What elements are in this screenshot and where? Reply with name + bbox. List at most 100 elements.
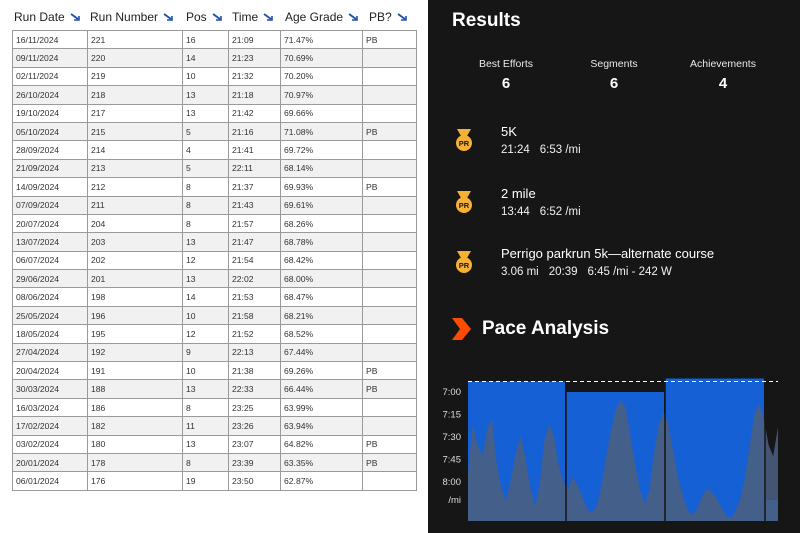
cell-run-date: 13/07/2024 (12, 232, 88, 252)
table-row[interactable]: 27/04/2024 192 9 22:13 67.44% (12, 342, 417, 363)
table-row[interactable]: 16/03/2024 186 8 23:25 63.99% (12, 397, 417, 418)
cell-run-number: 204 (87, 213, 183, 234)
stat-achievements[interactable]: Achievements 4 (678, 58, 768, 92)
cell-age-grade: 68.14% (280, 158, 363, 179)
cell-position: 13 (182, 85, 229, 105)
y-tick-label: 7:15 (443, 410, 462, 421)
cell-position: 9 (182, 342, 229, 363)
table-row[interactable]: 07/09/2024 211 8 21:43 69.61% (12, 195, 417, 215)
cell-time: 21:47 (228, 232, 281, 252)
table-row[interactable]: 09/11/2024 220 14 21:23 70.69% (12, 48, 417, 68)
cell-position: 8 (182, 213, 229, 234)
stat-best-efforts[interactable]: Best Efforts 6 (461, 58, 551, 92)
table-row[interactable]: 03/02/2024 180 13 23:07 64.82% PB (12, 434, 417, 454)
table-row[interactable]: 20/01/2024 178 8 23:39 63.35% PB (12, 452, 417, 473)
y-unit-label: /mi (448, 495, 461, 506)
table-row[interactable]: 20/04/2024 191 10 21:38 69.26% PB (12, 361, 417, 381)
cell-pb-flag: PB (362, 361, 417, 381)
header-run-number[interactable]: Run Number (90, 10, 174, 24)
pace-analysis-chart[interactable]: 7:00 7:15 7:30 7:45 8:00/mi (428, 366, 800, 533)
cell-time: 22:33 (228, 379, 281, 399)
table-row[interactable]: 30/03/2024 188 13 22:33 66.44% PB (12, 379, 417, 399)
table-row[interactable]: 13/07/2024 203 13 21:47 68.78% (12, 232, 417, 252)
cell-run-date: 06/07/2024 (12, 250, 88, 271)
cell-position: 14 (182, 48, 229, 68)
cell-position: 13 (182, 269, 229, 289)
header-time[interactable]: Time (232, 10, 274, 24)
cell-run-date: 16/11/2024 (12, 29, 88, 50)
effort-time: 20:39 (548, 266, 578, 278)
cell-run-date: 14/09/2024 (12, 177, 88, 197)
cell-age-grade: 68.52% (280, 324, 363, 344)
stat-segments[interactable]: Segments 6 (569, 58, 659, 92)
table-row[interactable]: 21/09/2024 213 5 22:11 68.14% (12, 158, 417, 179)
effort-pace: 6:53 /mi (539, 144, 581, 156)
table-row[interactable]: 05/10/2024 215 5 21:16 71.08% PB (12, 121, 417, 142)
cell-run-date: 20/04/2024 (12, 361, 88, 381)
cell-run-number: 203 (87, 232, 183, 252)
cell-time: 21:52 (228, 324, 281, 344)
table-row[interactable]: 25/05/2024 196 10 21:58 68.21% (12, 305, 417, 326)
runs-table-body: 16/11/2024 221 16 21:09 71.47% PB 09/11/2024 22… (12, 29, 417, 491)
header-pb[interactable]: PB? (369, 10, 408, 24)
table-row[interactable]: 06/07/2024 202 12 21:54 68.42% (12, 250, 417, 271)
cell-age-grade: 63.99% (280, 397, 363, 418)
cell-pb-flag (362, 416, 417, 436)
cell-time: 21:58 (228, 305, 281, 326)
y-tick-label: 7:30 (443, 432, 462, 443)
table-row[interactable]: 28/09/2024 214 4 21:41 69.72% (12, 140, 417, 160)
cell-run-number: 192 (87, 342, 183, 363)
stat-label: Segments (590, 58, 638, 70)
table-row[interactable]: 20/07/2024 204 8 21:57 68.26% (12, 213, 417, 234)
table-row[interactable]: 19/10/2024 217 13 21:42 69.66% (12, 103, 417, 123)
cell-position: 8 (182, 397, 229, 418)
cell-run-number: 201 (87, 269, 183, 289)
cell-run-date: 03/02/2024 (12, 434, 88, 454)
header-age-grade[interactable]: Age Grade (285, 10, 359, 24)
effort-details: 3.06 mi 20:39 6:45 /mi - 242 W (501, 266, 682, 278)
header-run-date[interactable]: Run Date (14, 10, 81, 24)
cell-time: 21:38 (228, 361, 281, 381)
table-row[interactable]: 26/10/2024 218 13 21:18 70.97% (12, 85, 417, 105)
header-pos[interactable]: Pos (186, 10, 223, 24)
table-row[interactable]: 06/01/2024 176 19 23:50 62.87% (12, 471, 417, 491)
table-row[interactable]: 16/11/2024 221 16 21:09 71.47% PB (12, 29, 417, 50)
cell-run-number: 188 (87, 379, 183, 399)
cell-run-date: 07/09/2024 (12, 195, 88, 215)
cell-pb-flag (362, 103, 417, 123)
cell-time: 21:23 (228, 48, 281, 68)
y-tick-label: 8:00 (443, 477, 462, 488)
cell-pb-flag: PB (362, 177, 417, 197)
cell-pb-flag (362, 85, 417, 105)
cell-time: 21:37 (228, 177, 281, 197)
cell-position: 10 (182, 66, 229, 87)
cell-position: 4 (182, 140, 229, 160)
cell-position: 10 (182, 305, 229, 326)
y-tick-label: 7:45 (443, 455, 462, 466)
table-row[interactable]: 17/02/2024 182 11 23:26 63.94% (12, 416, 417, 436)
cell-age-grade: 70.20% (280, 66, 363, 87)
table-row[interactable]: 29/06/2024 201 13 22:02 68.00% (12, 269, 417, 289)
activity-results-panel: Results Best Efforts 6 Segments 6 Achiev… (428, 0, 800, 533)
table-row[interactable]: 14/09/2024 212 8 21:37 69.93% PB (12, 177, 417, 197)
cell-run-date: 28/09/2024 (12, 140, 88, 160)
table-row[interactable]: 08/06/2024 198 14 21:53 68.47% (12, 287, 417, 307)
effort-time: 13:44 (501, 206, 530, 218)
sort-icon (70, 12, 80, 21)
pr-badge-text: PR (459, 201, 470, 210)
cell-age-grade: 62.87% (280, 471, 363, 491)
table-row[interactable]: 18/05/2024 195 12 21:52 68.52% (12, 324, 417, 344)
pr-medal-icon: PR (456, 129, 472, 151)
cell-age-grade: 68.42% (280, 250, 363, 271)
cell-run-date: 09/11/2024 (12, 48, 88, 68)
cell-time: 22:02 (228, 269, 281, 289)
cell-pb-flag (362, 48, 417, 68)
runs-table: 16/11/2024 221 16 21:09 71.47% PB 09/11/2024 22… (12, 29, 417, 491)
effort-pace: 6:52 /mi (539, 206, 581, 218)
cell-time: 23:39 (228, 452, 281, 473)
y-tick-label: 7:00 (443, 387, 462, 398)
cell-position: 14 (182, 287, 229, 307)
cell-pb-flag (362, 342, 417, 363)
cell-position: 13 (182, 103, 229, 123)
table-row[interactable]: 02/11/2024 219 10 21:32 70.20% (12, 66, 417, 87)
